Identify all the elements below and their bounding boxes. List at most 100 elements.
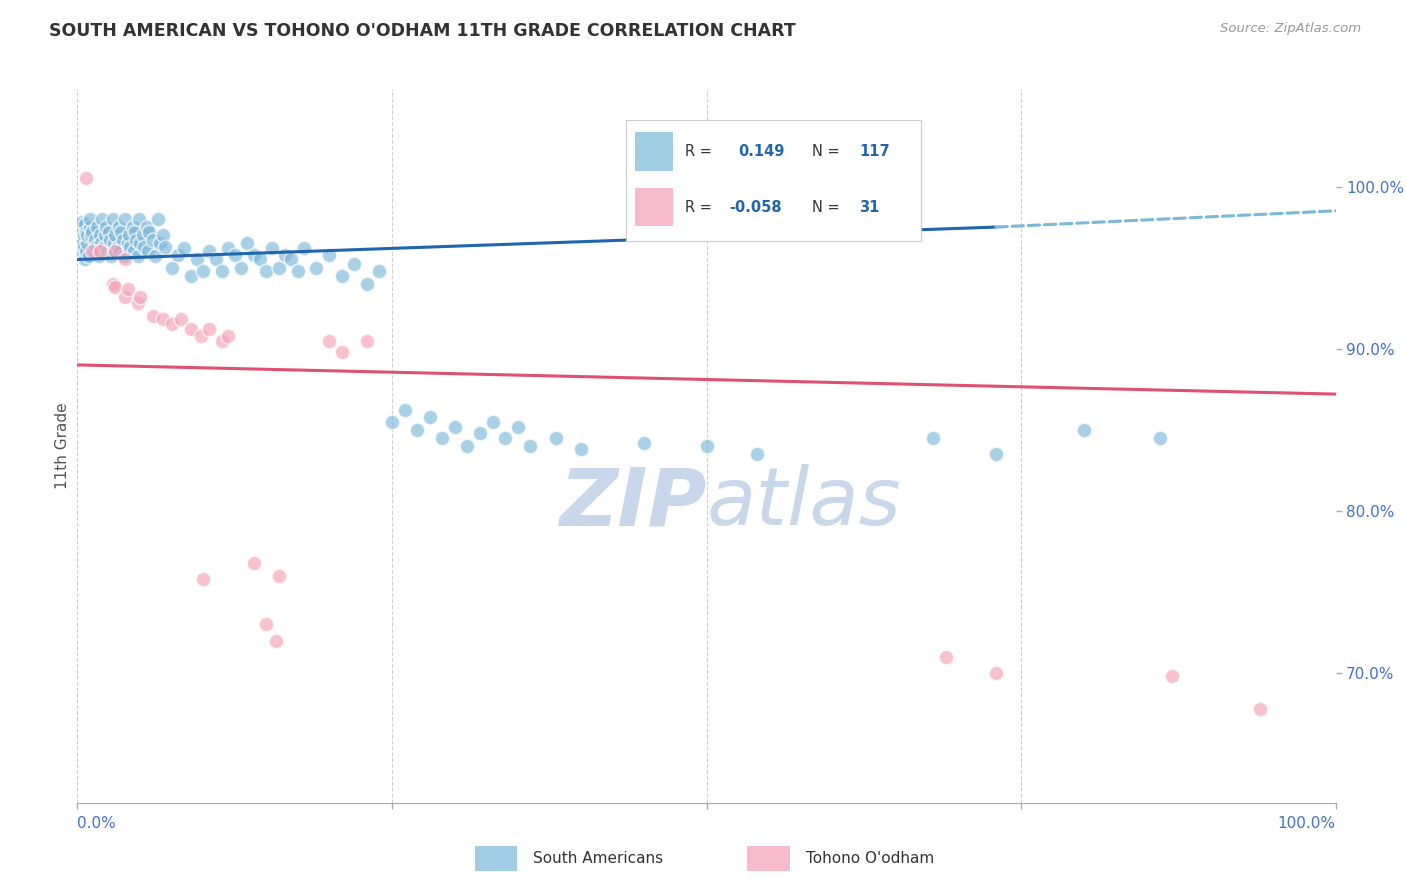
Point <box>69 231 91 245</box>
Point <box>104 244 127 259</box>
Point <box>481 415 503 429</box>
Point <box>132 239 155 253</box>
Point <box>211 334 233 348</box>
Point <box>80 228 103 243</box>
Point <box>125 233 148 247</box>
Point <box>217 328 239 343</box>
Point <box>107 239 129 253</box>
Point <box>935 649 957 664</box>
Point <box>1149 431 1171 445</box>
Text: Source: ZipAtlas.com: Source: ZipAtlas.com <box>1220 22 1361 36</box>
Point <box>406 423 429 437</box>
Point <box>76 228 98 243</box>
Point <box>1161 669 1184 683</box>
Point <box>79 211 101 226</box>
Point <box>103 236 125 251</box>
Point <box>204 252 226 267</box>
Point <box>419 409 441 424</box>
Text: South Americans: South Americans <box>533 851 664 866</box>
Point <box>343 257 366 271</box>
Point <box>82 244 104 259</box>
Point <box>79 220 101 235</box>
Text: 31: 31 <box>859 200 879 215</box>
Point <box>506 419 529 434</box>
Point <box>75 225 97 239</box>
Point <box>75 171 97 186</box>
Point <box>84 239 107 253</box>
Point <box>330 345 353 359</box>
Point <box>118 228 141 243</box>
Point <box>96 244 118 259</box>
Text: SOUTH AMERICAN VS TOHONO O'ODHAM 11TH GRADE CORRELATION CHART: SOUTH AMERICAN VS TOHONO O'ODHAM 11TH GR… <box>49 22 796 40</box>
Point <box>198 244 221 259</box>
Text: 117: 117 <box>859 145 890 160</box>
Text: ZIP: ZIP <box>560 464 707 542</box>
Text: N =: N = <box>811 145 839 160</box>
Point <box>110 225 132 239</box>
Point <box>129 236 152 251</box>
Point <box>318 247 340 261</box>
Point <box>262 241 284 255</box>
Bar <box>475 847 517 871</box>
Point <box>138 225 160 239</box>
Point <box>242 556 264 570</box>
Bar <box>634 188 673 227</box>
Bar <box>747 847 790 871</box>
Point <box>121 220 143 235</box>
Point <box>84 233 107 247</box>
Point <box>67 228 90 243</box>
Point <box>104 280 127 294</box>
Point <box>87 249 110 263</box>
Point <box>394 403 416 417</box>
Point <box>169 312 191 326</box>
Point <box>100 249 122 263</box>
Text: Tohono O'odham: Tohono O'odham <box>806 851 934 866</box>
Point <box>146 211 169 226</box>
Point <box>186 252 208 267</box>
Point <box>633 435 655 450</box>
Text: 0.149: 0.149 <box>738 145 785 160</box>
Point <box>127 249 149 263</box>
Point <box>96 220 118 235</box>
Point <box>432 431 454 445</box>
Point <box>280 252 302 267</box>
Point <box>696 439 718 453</box>
Point <box>89 228 111 243</box>
Point <box>89 244 111 259</box>
Point <box>167 247 190 261</box>
Point <box>267 260 290 275</box>
Point <box>305 260 328 275</box>
Point <box>1073 423 1095 437</box>
Point <box>142 233 165 247</box>
Point <box>101 211 124 226</box>
Point <box>180 322 202 336</box>
Point <box>129 290 152 304</box>
Point <box>104 228 127 243</box>
Point <box>381 415 404 429</box>
Point <box>180 268 202 283</box>
Text: atlas: atlas <box>707 464 901 542</box>
Point <box>72 239 94 253</box>
Point <box>224 247 246 261</box>
Point <box>86 220 108 235</box>
Point <box>796 179 818 194</box>
Point <box>76 236 98 251</box>
Y-axis label: 11th Grade: 11th Grade <box>55 402 70 490</box>
Point <box>114 252 136 267</box>
Point <box>128 211 150 226</box>
Point <box>190 328 212 343</box>
Point <box>124 225 146 239</box>
Point <box>135 220 157 235</box>
Point <box>318 334 340 348</box>
Point <box>82 225 104 239</box>
Point <box>152 312 174 326</box>
Point <box>114 290 136 304</box>
Point <box>254 264 277 278</box>
Point <box>217 241 239 255</box>
Point <box>142 310 165 324</box>
Point <box>149 236 172 251</box>
Point <box>368 264 391 278</box>
Point <box>745 447 768 461</box>
Point <box>356 334 378 348</box>
Point <box>101 277 124 291</box>
